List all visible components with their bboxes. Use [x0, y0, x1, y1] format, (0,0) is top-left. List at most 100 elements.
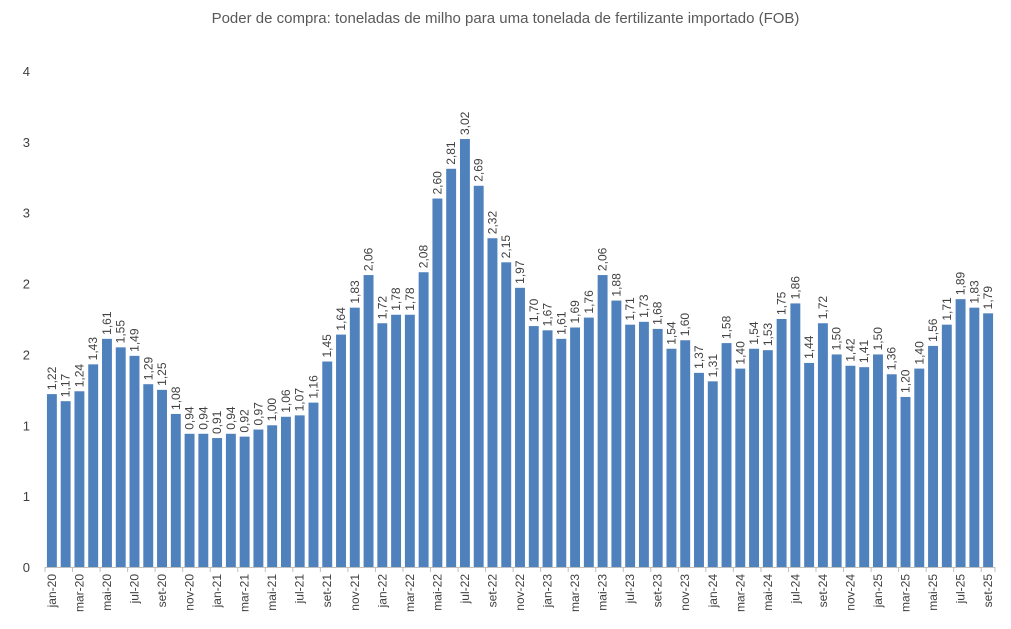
bar	[804, 362, 815, 567]
data-label: 1,06	[279, 389, 293, 413]
x-tick-label: jul-24	[788, 574, 802, 605]
bar	[900, 396, 911, 567]
bar	[680, 340, 691, 567]
data-label: 3,02	[458, 111, 472, 135]
bar	[583, 317, 594, 567]
bar	[886, 374, 897, 567]
data-label: 2,69	[472, 158, 486, 182]
data-label: 2,08	[417, 245, 431, 269]
x-tick-label: jan-25	[871, 574, 885, 609]
bar	[102, 338, 112, 567]
data-label: 0,97	[251, 402, 265, 426]
bar	[501, 262, 512, 567]
bar	[570, 327, 581, 567]
data-label: 0,94	[224, 406, 238, 430]
bar	[143, 384, 154, 567]
data-label: 1,56	[926, 318, 940, 342]
data-label: 1,97	[513, 260, 527, 284]
data-label: 1,29	[141, 357, 155, 381]
bar	[363, 275, 374, 567]
data-label: 1,41	[857, 340, 871, 364]
bar	[845, 365, 856, 567]
data-label: 1,73	[637, 294, 651, 318]
data-label: 1,71	[623, 297, 637, 321]
bar	[859, 367, 870, 567]
data-label: 1,16	[306, 375, 320, 399]
data-label: 1,50	[871, 327, 885, 351]
x-tick-label: jan-24	[706, 574, 720, 609]
bar	[515, 287, 525, 567]
bar	[652, 328, 663, 567]
x-tick-label: mai-21	[265, 574, 279, 611]
x-tick-label: jul-22	[458, 574, 472, 605]
x-tick-label: mai-23	[596, 574, 610, 611]
y-tick-label: 1	[23, 489, 30, 504]
data-label: 1,88	[609, 273, 623, 297]
data-label: 1,71	[940, 297, 954, 321]
data-label: 1,72	[816, 296, 830, 320]
x-tick-label: jan-20	[45, 574, 59, 609]
bar	[749, 348, 760, 567]
bar	[928, 345, 938, 567]
bar	[432, 198, 443, 568]
bar	[198, 433, 209, 567]
bar	[473, 185, 484, 567]
x-tick-label: mar-23	[568, 574, 582, 612]
bar	[170, 413, 181, 567]
data-label: 1,36	[885, 347, 899, 371]
data-label: 1,72	[375, 296, 389, 320]
bar	[969, 307, 980, 567]
bar	[625, 324, 636, 567]
data-label: 1,70	[527, 298, 541, 322]
bar	[308, 402, 319, 567]
bar	[336, 334, 346, 567]
x-tick-label: nov-21	[348, 574, 362, 611]
bar	[267, 425, 278, 567]
data-label: 1,79	[981, 286, 995, 310]
data-label: 1,40	[733, 341, 747, 365]
x-tick-label: jan-22	[375, 574, 389, 609]
x-tick-label: set-22	[485, 574, 499, 608]
data-label: 1,78	[403, 287, 417, 311]
data-label: 1,61	[554, 311, 568, 335]
data-label: 1,17	[59, 374, 73, 398]
data-label: 1,76	[582, 290, 596, 314]
bar	[707, 381, 718, 567]
data-label: 1,75	[775, 291, 789, 315]
bar	[914, 368, 925, 567]
bar	[542, 330, 553, 567]
data-label: 1,37	[692, 345, 706, 369]
x-tick-label: set-20	[155, 574, 169, 608]
data-label: 1,45	[320, 334, 334, 358]
bar	[129, 355, 140, 567]
bar	[225, 433, 236, 567]
x-tick-label: nov-24	[843, 574, 857, 611]
x-tick-label: nov-23	[678, 574, 692, 611]
bar	[88, 364, 99, 567]
bar	[459, 139, 470, 567]
x-tick-label: jul-21	[293, 574, 307, 605]
bar	[239, 436, 250, 567]
x-tick-label: mar-21	[238, 574, 252, 612]
bar	[735, 368, 746, 567]
data-label: 2,32	[485, 211, 499, 235]
x-tick-label: set-21	[320, 574, 334, 608]
bar	[391, 314, 402, 567]
bar	[487, 238, 498, 568]
bar	[60, 401, 71, 567]
data-label: 1,68	[651, 301, 665, 325]
data-label: 1,54	[664, 321, 678, 345]
data-label: 1,61	[100, 311, 114, 335]
data-label: 0,94	[196, 406, 210, 430]
bar	[418, 272, 429, 567]
x-tick-label: mar-24	[733, 574, 747, 612]
data-label: 1,08	[169, 386, 183, 410]
bar	[817, 323, 828, 567]
bar	[157, 389, 167, 567]
bar	[873, 354, 883, 567]
bar	[556, 338, 567, 567]
bar	[404, 314, 415, 567]
chart-title: Poder de compra: toneladas de milho para…	[211, 10, 800, 27]
data-label: 1,83	[967, 280, 981, 304]
